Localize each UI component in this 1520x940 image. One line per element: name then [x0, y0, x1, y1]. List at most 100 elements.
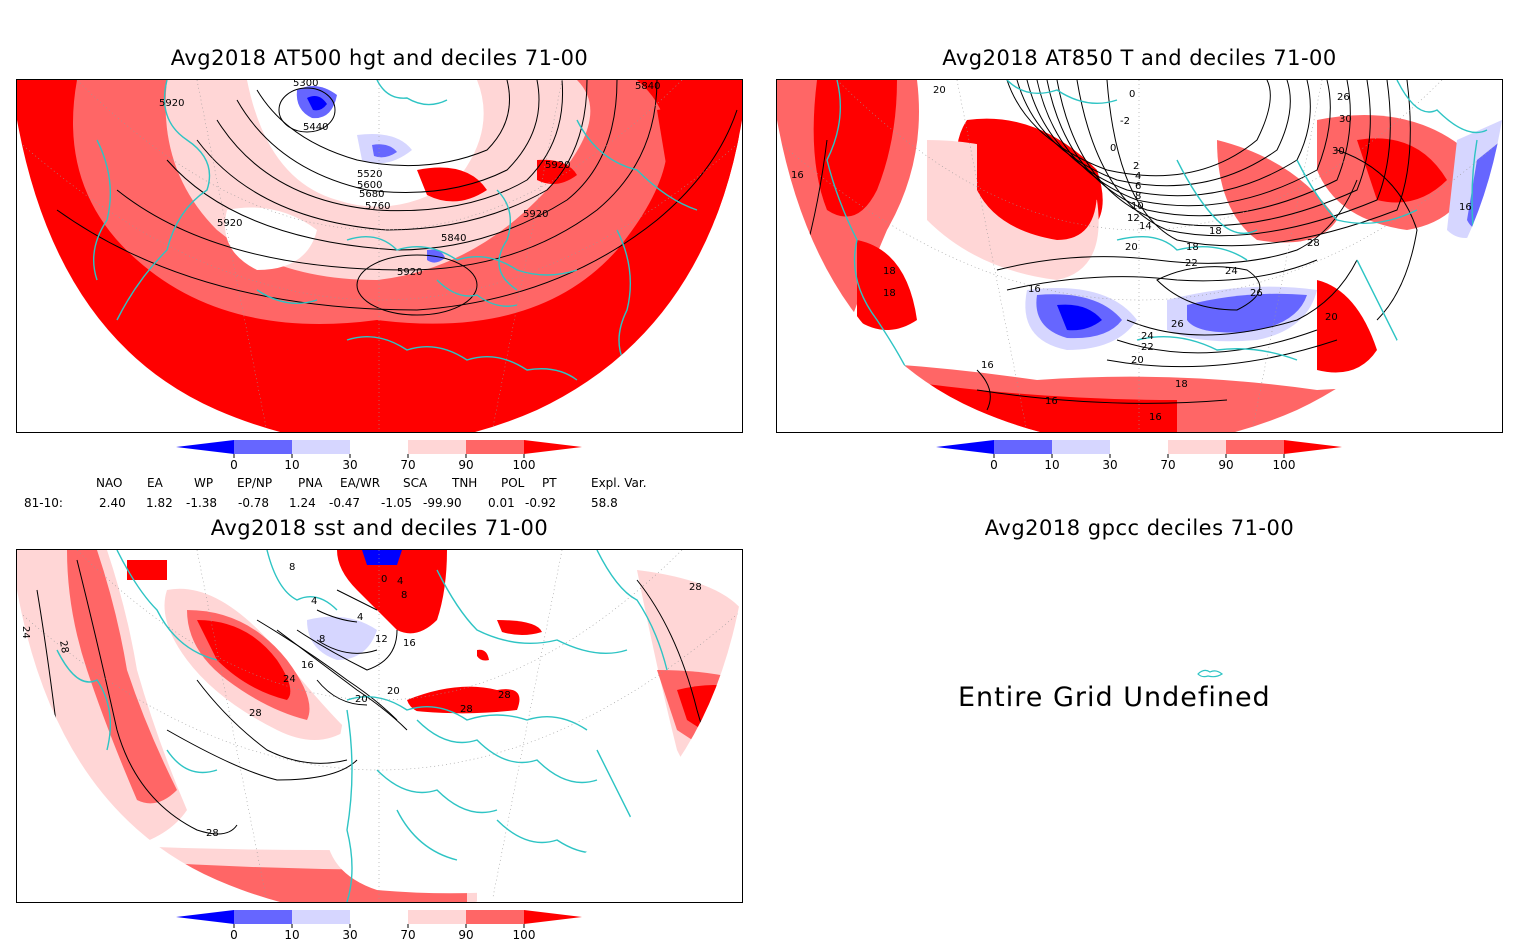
- contour-label: 18: [883, 266, 896, 277]
- contour-label: 24: [283, 674, 296, 685]
- contour-label: 28: [689, 582, 702, 593]
- contour-label: 18: [1186, 242, 1199, 253]
- contour-label: 18: [883, 288, 896, 299]
- at500-map-panel: 5920 5300 5440 5920 5520 5600 5680 5760 …: [16, 79, 743, 433]
- contour-label: 28: [460, 704, 473, 715]
- at500-map: 5920 5300 5440 5920 5520 5600 5680 5760 …: [17, 80, 742, 432]
- sst-title: Avg2018 sst and deciles 71-00: [210, 516, 549, 540]
- at500-colorbar: 0 10 30 70 90 100: [176, 440, 596, 472]
- colorbar-segment: [350, 910, 408, 924]
- colorbar-tick-label: 30: [1102, 458, 1117, 472]
- index-value: -1.38: [186, 496, 218, 510]
- at850-colorbar: 0 10 30 70 90 100: [936, 440, 1356, 472]
- contour-label: 5840: [635, 81, 660, 92]
- contour-label: 4: [397, 576, 403, 587]
- index-header: WP: [194, 476, 214, 490]
- colorbar-tick-label: 0: [230, 458, 238, 472]
- at850-map: 20 0 -2 0 2 4 6 8 10 12 14 16 18 20 22 2…: [777, 80, 1502, 432]
- contour-label: 16: [403, 638, 416, 649]
- contour-label: 16: [1028, 284, 1041, 295]
- contour-label: 26: [1337, 92, 1350, 103]
- index-value: -0.92: [525, 496, 557, 510]
- contour-label: 28: [249, 708, 262, 719]
- colorbar-segment: [1284, 440, 1342, 454]
- colorbar-segment: [1110, 440, 1168, 454]
- contour-label: 2: [1133, 161, 1139, 172]
- contour-label: 0: [1129, 89, 1135, 100]
- contour-label: 5920: [545, 160, 570, 171]
- index-header: TNH: [452, 476, 478, 490]
- colorbar-tick-label: 10: [284, 458, 299, 472]
- contour-label: 10: [1131, 201, 1144, 212]
- index-header: Expl. Var.: [591, 476, 647, 490]
- sst-colorbar: 0 10 30 70 90 100: [176, 910, 596, 940]
- colorbar-tick-label: 100: [513, 928, 536, 940]
- colorbar-segment: [1226, 440, 1284, 454]
- contour-label: 20: [1325, 312, 1338, 323]
- index-header: POL: [501, 476, 525, 490]
- at850-map-panel: 20 0 -2 0 2 4 6 8 10 12 14 16 18 20 22 2…: [776, 79, 1503, 433]
- contour-label: 30: [1332, 146, 1345, 157]
- contour-label: 18: [1209, 226, 1222, 237]
- colorbar-segment: [292, 440, 350, 454]
- contour-label: 14: [1139, 221, 1152, 232]
- contour-label: 8: [401, 590, 407, 601]
- index-row-label: 81-10:: [24, 496, 63, 510]
- colorbar-segment: [234, 910, 292, 924]
- contour-label: 24: [20, 626, 31, 639]
- colorbar-segment: [176, 440, 234, 454]
- colorbar-segment: [1052, 440, 1110, 454]
- contour-label: 26: [1250, 288, 1263, 299]
- colorbar-segment: [994, 440, 1052, 454]
- contour-label: 8: [1135, 191, 1141, 202]
- index-value: -0.78: [238, 496, 270, 510]
- colorbar-segment: [292, 910, 350, 924]
- index-value: 2.40: [99, 496, 126, 510]
- contour-label: 5920: [159, 98, 184, 109]
- contour-label: 22: [1185, 258, 1198, 269]
- colorbar-segment: [176, 910, 234, 924]
- contour-label: 28: [1307, 238, 1320, 249]
- colorbar-segment: [466, 440, 524, 454]
- contour-label: 5680: [359, 189, 384, 200]
- contour-label: 20: [387, 686, 400, 697]
- contour-label: 4: [311, 596, 317, 607]
- colorbar-segment: [466, 910, 524, 924]
- at500-title: Avg2018 AT500 hgt and deciles 71-00: [170, 46, 589, 70]
- undefined-grid-message: Entire Grid Undefined: [958, 682, 1271, 713]
- contour-label: 5440: [303, 122, 328, 133]
- index-header: EA: [147, 476, 163, 490]
- index-value: -1.05: [381, 496, 413, 510]
- contour-label: 12: [1127, 213, 1140, 224]
- contour-label: 30: [1339, 114, 1352, 125]
- colorbar-tick-label: 30: [342, 458, 357, 472]
- colorbar-segment: [936, 440, 994, 454]
- contour-label: 18: [1175, 379, 1188, 390]
- contour-label: 16: [301, 660, 314, 671]
- contour-label: 16: [1045, 396, 1058, 407]
- contour-label: 5920: [523, 209, 548, 220]
- colorbar-segment: [524, 910, 582, 924]
- contour-label: 0: [381, 574, 387, 585]
- colorbar-tick-label: 100: [513, 458, 536, 472]
- colorbar-tick-label: 0: [230, 928, 238, 940]
- colorbar-tick-label: 30: [342, 928, 357, 940]
- teleconnection-indices: NAO EA WP EP/NP PNA EA/WR SCA TNH POL PT…: [0, 474, 760, 514]
- colorbar-graphic: 0 10 30 70 90 100: [936, 440, 1342, 472]
- colorbar-tick-label: 100: [1273, 458, 1296, 472]
- contour-label: 26: [1171, 319, 1184, 330]
- colorbar-tick-label: 90: [1218, 458, 1233, 472]
- colorbar-graphic: 0 10 30 70 90 100: [176, 440, 582, 472]
- contour-label: 5600: [357, 180, 382, 191]
- contour-label: 5300: [293, 80, 318, 89]
- contour-label: 0: [1110, 143, 1116, 154]
- colorbar-tick-label: 90: [458, 458, 473, 472]
- colorbar-tick-label: 0: [990, 458, 998, 472]
- contour-label: 28: [57, 640, 70, 654]
- contour-label: 8: [289, 562, 295, 573]
- index-value: -0.47: [329, 496, 361, 510]
- colorbar-segment: [350, 440, 408, 454]
- contour-label: 28: [206, 828, 219, 839]
- gpcc-title: Avg2018 gpcc deciles 71-00: [984, 516, 1295, 540]
- colorbar-tick-label: 10: [284, 928, 299, 940]
